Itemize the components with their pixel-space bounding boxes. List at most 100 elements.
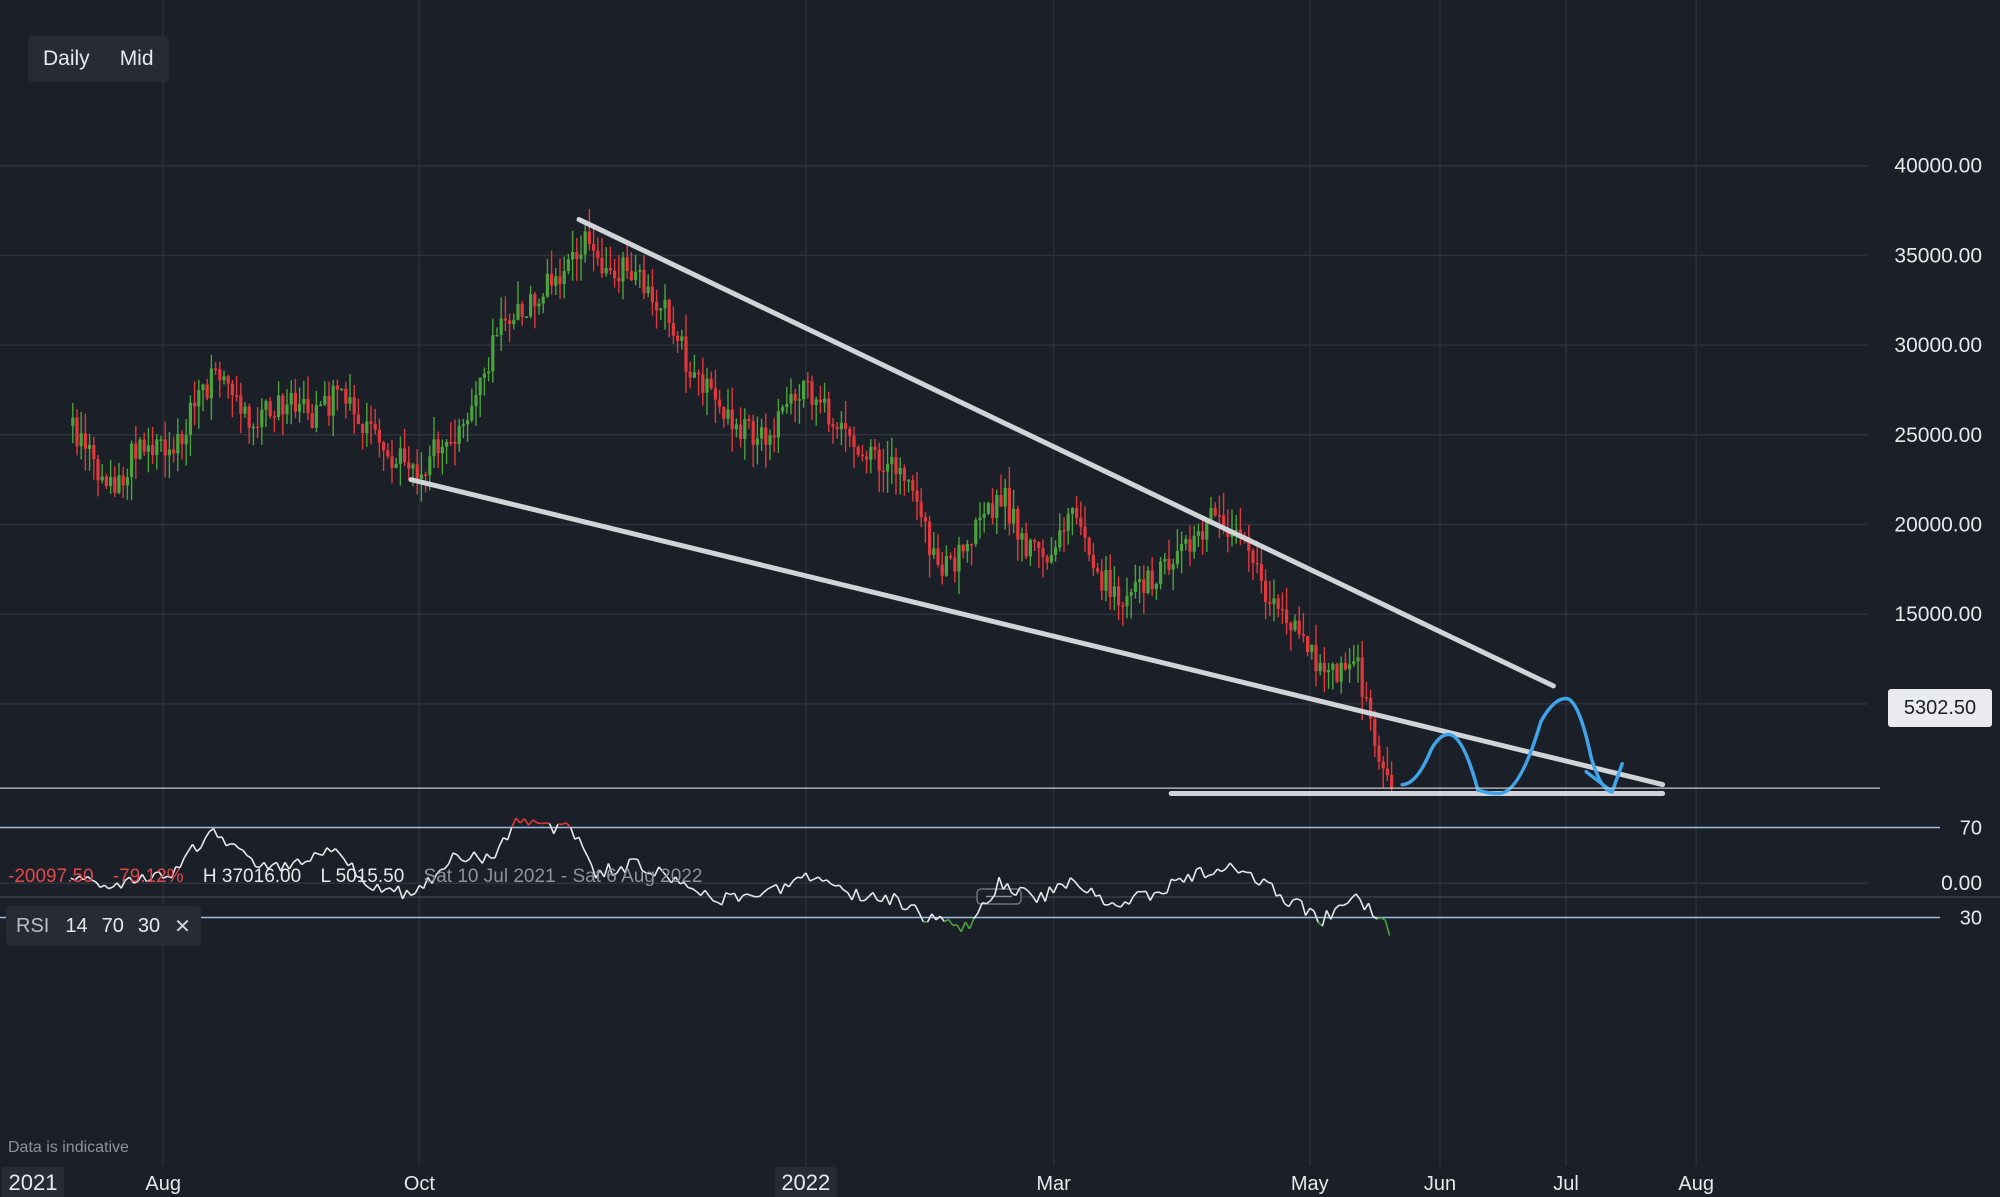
candle-body — [957, 544, 961, 572]
candle-body — [457, 426, 461, 444]
rsi-segment — [410, 892, 416, 897]
candle-body — [424, 474, 428, 477]
candle-body — [348, 397, 352, 404]
rsi-segment — [1065, 877, 1072, 889]
candle-body — [1306, 636, 1310, 653]
candle-body — [974, 520, 978, 545]
rsi-segment — [624, 859, 631, 874]
candle-body — [986, 503, 990, 514]
rsi-segment — [397, 885, 404, 900]
rsi-segment — [1242, 870, 1248, 874]
candle-body — [390, 456, 394, 469]
projection-arrowhead — [1584, 761, 1624, 794]
candle-body — [1356, 657, 1360, 662]
rsi-segment — [1154, 891, 1159, 894]
candle-body — [331, 385, 335, 416]
rsi-segment — [536, 822, 542, 825]
rsi-segment — [1296, 898, 1302, 902]
candle-body — [306, 398, 310, 414]
candle-body — [188, 402, 192, 435]
rsi-segment — [541, 822, 546, 825]
candle-body — [608, 268, 612, 271]
rsi-segment — [1031, 895, 1038, 903]
rsi-segment — [1225, 862, 1231, 870]
rsi-segment — [519, 818, 525, 824]
rsi-segment — [713, 900, 718, 904]
rsi-segment — [658, 866, 664, 873]
rsi-segment — [973, 912, 979, 920]
rsi-upper[interactable]: 70 — [101, 914, 124, 937]
candle-body — [1184, 539, 1188, 544]
rsi-segment — [784, 883, 790, 888]
candle-body — [1301, 634, 1305, 637]
candle-body — [495, 334, 499, 337]
candle-body — [302, 398, 306, 405]
rsi-segment — [1267, 881, 1273, 885]
rsi-segment — [1376, 917, 1382, 920]
rsi-segment — [968, 918, 975, 930]
pane-divider[interactable] — [0, 888, 2000, 905]
rsi-segment — [1057, 882, 1063, 886]
candle-body — [1327, 669, 1331, 673]
candle-body — [104, 476, 108, 486]
candle-body — [781, 407, 785, 412]
candle-body — [650, 286, 654, 303]
close-icon[interactable]: ✕ — [174, 915, 191, 938]
candle-body — [230, 383, 234, 396]
candle-body — [524, 316, 528, 318]
rsi-segment — [855, 888, 862, 902]
candle-body — [747, 418, 751, 422]
rsi-segment — [234, 843, 240, 849]
candle-body — [1360, 657, 1364, 697]
trendline — [408, 477, 1666, 788]
candle-body — [319, 404, 323, 407]
rsi-segment — [443, 863, 450, 870]
candle-body — [852, 435, 856, 448]
rsi-segment — [225, 843, 231, 847]
candle-body — [1364, 696, 1368, 699]
rsi-period[interactable]: 14 — [65, 914, 88, 937]
rsi-segment — [620, 865, 626, 874]
rsi-lower[interactable]: 30 — [137, 914, 161, 937]
candle-body — [1117, 586, 1121, 606]
rsi-segment — [532, 819, 538, 824]
rsi-segment — [1006, 883, 1013, 894]
candle-body — [1348, 664, 1352, 670]
candle-body — [1339, 662, 1343, 682]
candle-body — [1087, 537, 1091, 555]
rsi-segment — [246, 855, 252, 859]
rsi-segment — [1145, 891, 1151, 901]
rsi-segment — [158, 871, 164, 879]
rsi-segment — [187, 843, 194, 852]
candle-body — [142, 439, 146, 452]
rsi-segment — [822, 879, 828, 883]
rsi-segment — [960, 921, 967, 933]
rsi-segment — [982, 902, 987, 905]
rsi-segment — [590, 864, 597, 879]
candle-body — [537, 303, 541, 307]
rsi-tick-label: 30 — [1960, 908, 1982, 930]
rsi-segment — [486, 853, 492, 859]
candle-body — [260, 409, 264, 428]
timeframe-button[interactable]: Daily — [43, 47, 90, 70]
candle-body — [1259, 564, 1263, 581]
rsi-segment — [889, 893, 895, 906]
rsi-segment — [569, 827, 576, 840]
current-price-label: 5302.50 — [1888, 689, 1992, 727]
price-mode-button[interactable]: Mid — [119, 47, 154, 70]
rsi-segment — [1086, 887, 1093, 894]
candle-body — [503, 318, 507, 321]
time-axis[interactable]: 2021 Aug Oct 2022 Mar May Jun Jul Aug — [0, 1166, 2000, 1197]
candle-body — [911, 480, 915, 491]
rsi-segment — [788, 880, 794, 888]
rsi-segment — [1313, 910, 1319, 923]
rsi-segment — [288, 861, 295, 870]
candle-body — [886, 463, 890, 472]
candle-body — [1028, 539, 1032, 557]
candle-body — [415, 464, 419, 479]
candle-body — [844, 423, 848, 429]
rsi-segment — [154, 870, 160, 874]
price-axis[interactable]: 40000.00 35000.00 30000.00 25000.00 20000.00… — [1894, 155, 1982, 896]
candle-body — [1213, 508, 1217, 516]
